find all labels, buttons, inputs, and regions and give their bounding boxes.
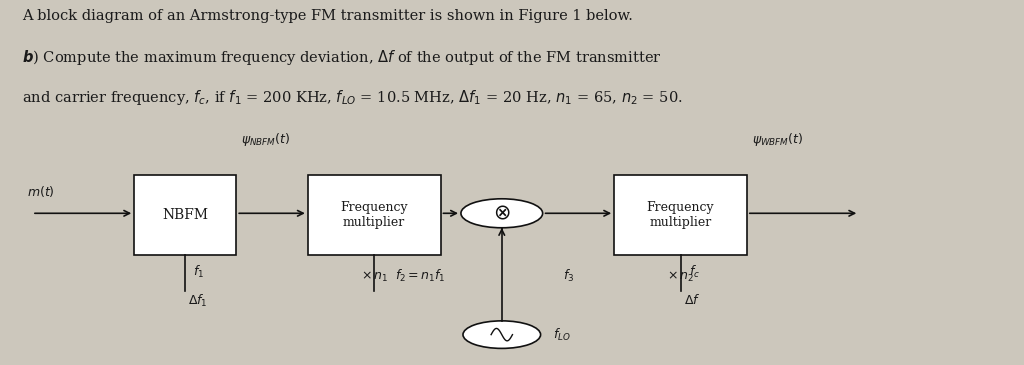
- Circle shape: [461, 199, 543, 228]
- Text: $\boldsymbol{b}$) Compute the maximum frequency deviation, $\Delta f$ of the out: $\boldsymbol{b}$) Compute the maximum fr…: [22, 49, 662, 68]
- Text: $\psi_{WBFM}(t)$: $\psi_{WBFM}(t)$: [752, 131, 804, 148]
- Text: $m(t)$: $m(t)$: [27, 184, 54, 199]
- Text: and carrier frequency, $f_c$, if $f_1$ = 200 KHz, $f_{LO}$ = 10.5 MHz, $\Delta f: and carrier frequency, $f_c$, if $f_1$ =…: [22, 88, 683, 107]
- Text: $f_c$: $f_c$: [689, 264, 699, 280]
- Text: A block diagram of an Armstrong-type FM transmitter is shown in Figure 1 below.: A block diagram of an Armstrong-type FM …: [22, 9, 633, 23]
- FancyBboxPatch shape: [614, 175, 746, 255]
- Text: $f_2 = n_1 f_1$: $f_2 = n_1 f_1$: [395, 268, 445, 284]
- Text: $\Delta f_1$: $\Delta f_1$: [188, 293, 208, 309]
- Text: $f_3$: $f_3$: [562, 268, 573, 284]
- Text: $f_1$: $f_1$: [194, 264, 205, 280]
- Circle shape: [463, 321, 541, 349]
- Text: $\psi_{NBFM}(t)$: $\psi_{NBFM}(t)$: [242, 131, 291, 148]
- FancyBboxPatch shape: [134, 175, 237, 255]
- Text: NBFM: NBFM: [162, 208, 208, 222]
- FancyBboxPatch shape: [308, 175, 440, 255]
- Text: Frequency
multiplier: Frequency multiplier: [647, 201, 715, 229]
- Text: $f_{LO}$: $f_{LO}$: [553, 327, 570, 343]
- Text: $\times\, n_1$: $\times\, n_1$: [360, 269, 388, 284]
- Text: $\otimes$: $\otimes$: [493, 203, 511, 223]
- Text: $\times\, n_2$: $\times\, n_2$: [667, 269, 694, 284]
- Text: $\Delta f$: $\Delta f$: [684, 293, 700, 307]
- Text: Frequency
multiplier: Frequency multiplier: [340, 201, 408, 229]
